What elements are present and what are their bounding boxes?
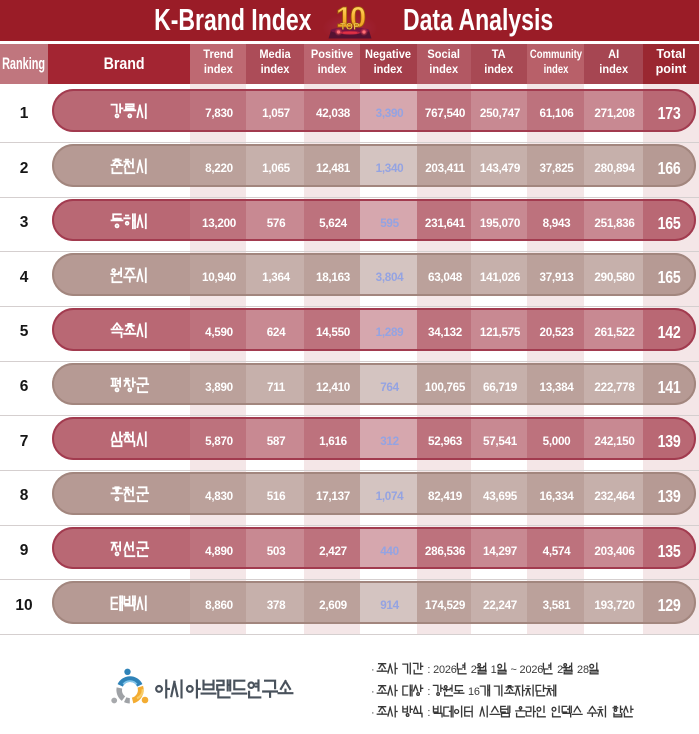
svg-text:10: 10 — [336, 2, 365, 34]
svg-text:TOP: TOP — [340, 22, 360, 32]
